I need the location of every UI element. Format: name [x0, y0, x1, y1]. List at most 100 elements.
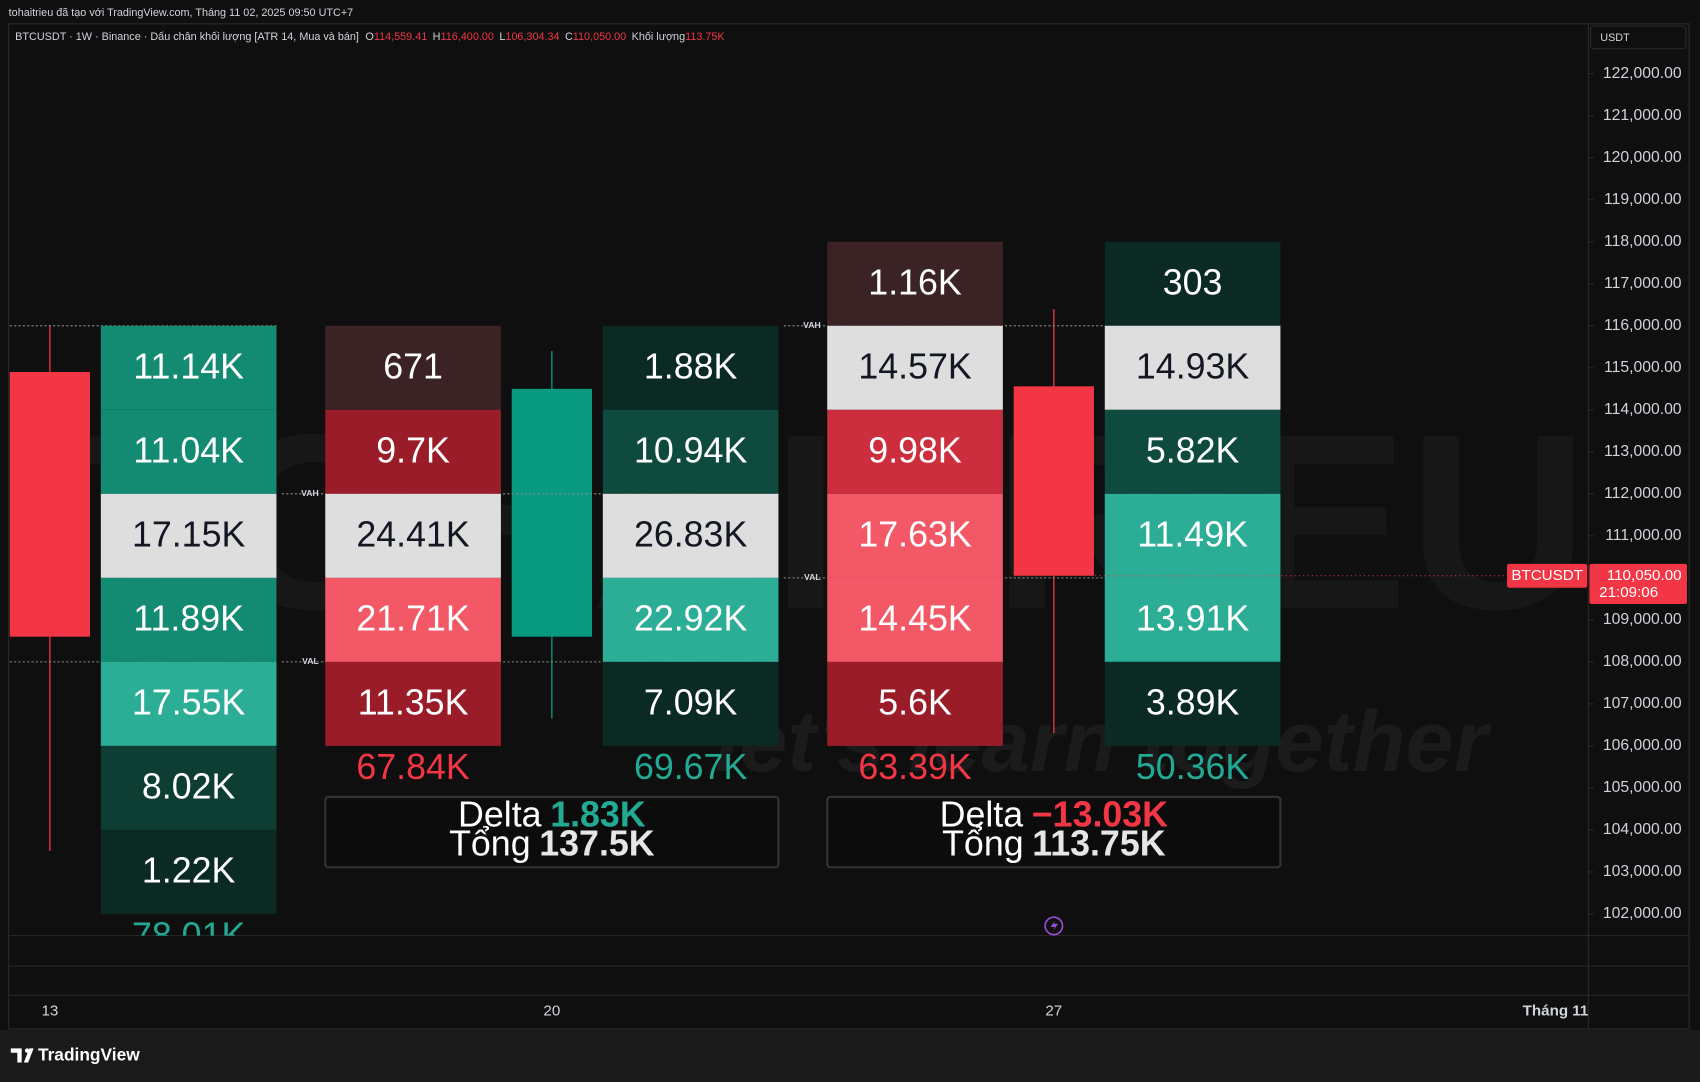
legend-prefix: C	[565, 31, 573, 43]
footprint-cell	[1104, 577, 1281, 662]
candle-body	[511, 388, 592, 637]
sum-line: Tổng 137.5K	[449, 824, 655, 864]
delta-box	[324, 795, 780, 869]
currency-button[interactable]	[1589, 25, 1687, 50]
footprint-cell	[602, 577, 779, 662]
footprint-value: 21.71K	[356, 598, 470, 638]
y-tick-label: 106,000.00	[1603, 737, 1682, 754]
vah-label: VAH	[301, 488, 319, 498]
legend-value: 116,400.00	[441, 31, 494, 43]
footprint-cell	[1104, 325, 1281, 410]
y-tick-label: 105,000.00	[1603, 779, 1682, 796]
plot: TOHAITRIEU let's learn together VAHVAL11…	[8, 241, 1492, 955]
candle-body	[9, 372, 90, 637]
footprint-value: 24.41K	[356, 514, 470, 554]
footprint-value: 14.93K	[1136, 346, 1250, 386]
footprint-value: 5.82K	[1146, 430, 1240, 470]
footprint-value: 14.57K	[858, 346, 972, 386]
delta-line: Delta 1.83K	[458, 795, 646, 835]
footprint-total: 69.67K	[634, 747, 748, 787]
x-tick-label: 13	[41, 1003, 58, 1020]
footprint-cell	[100, 409, 277, 494]
delta-value: 1.83K	[550, 795, 646, 835]
y-tick-label: 120,000.00	[1603, 149, 1682, 166]
footer	[0, 1029, 1700, 1082]
y-tick-label: 103,000.00	[1603, 863, 1682, 880]
legend-prefix: L	[499, 31, 505, 43]
chart-border	[8, 23, 1690, 1030]
footprint-cell	[827, 577, 1003, 662]
delta-text: Delta	[458, 795, 542, 835]
legend: BTCUSDT · 1W · Binance · Dấu chân khối l…	[15, 31, 725, 43]
delta-box	[826, 795, 1282, 869]
footprint-cell	[602, 409, 779, 494]
y-tick-label: 112,000.00	[1604, 485, 1682, 502]
delta-text: Delta	[940, 795, 1024, 835]
y-tick-label: 122,000.00	[1603, 65, 1682, 82]
sum-line: Tổng 113.75K	[942, 824, 1166, 864]
footprint-cell	[100, 325, 277, 410]
y-tick-label: 116,000.00	[1604, 317, 1682, 334]
logo-dot	[24, 1048, 30, 1053]
footprint-cell	[827, 325, 1003, 410]
footprint-value: 1.16K	[868, 262, 962, 302]
footprint-value: 13.91K	[1136, 598, 1250, 638]
x-tick-label: 20	[543, 1003, 560, 1020]
footprint-cell	[100, 493, 277, 578]
footprint-cell	[1104, 661, 1281, 746]
footprint-cell	[602, 493, 779, 578]
legend-prefix: H	[433, 31, 441, 43]
event-icon-bolt	[1050, 920, 1059, 932]
footprint-cell	[827, 493, 1003, 578]
footprint-cell	[325, 325, 501, 410]
val-label: VAL	[302, 656, 319, 666]
sum-value: 137.5K	[539, 824, 655, 864]
footprint-cell	[325, 661, 501, 746]
footprint-value: 17.63K	[858, 514, 972, 554]
footprint-cell	[100, 577, 277, 662]
footprint-cell	[325, 493, 501, 578]
y-tick-label: 111,000.00	[1605, 527, 1682, 544]
footprint-value: 26.83K	[634, 514, 748, 554]
delta-value: −13.03K	[1032, 795, 1168, 835]
footprint-cell	[325, 577, 501, 662]
y-tick-label: 118,000.00	[1604, 233, 1682, 250]
symbol-tag-label: BTCUSDT	[1511, 567, 1583, 584]
y-tick-label: 104,000.00	[1603, 821, 1682, 838]
sum-value: 113.75K	[1032, 824, 1165, 864]
event-icon[interactable]	[1044, 916, 1064, 936]
footer-brand: TradingView	[38, 1045, 140, 1065]
y-tick-label: 114,000.00	[1604, 401, 1682, 418]
footprint-value: 11.04K	[133, 430, 244, 470]
footprint-value: 5.6K	[878, 682, 952, 722]
footprint-cell	[827, 241, 1003, 326]
val-label: VAL	[804, 572, 821, 582]
y-tick-label: 109,000.00	[1603, 611, 1682, 628]
x-tick-label: Tháng 11	[1523, 1003, 1589, 1020]
sum-text: Tổng	[942, 824, 1024, 864]
sum-text: Tổng	[449, 824, 531, 864]
footprint-value: 8.02K	[142, 766, 236, 806]
y-tick-label: 108,000.00	[1603, 653, 1682, 670]
symbol-line: BTCUSDT · 1W · Binance · Dấu chân khối l…	[15, 31, 359, 43]
y-tick-label: 107,000.00	[1603, 695, 1682, 712]
y-tick-label: 113,000.00	[1604, 443, 1682, 460]
footprint-value: 17.15K	[132, 514, 246, 554]
legend-value: 110,050.00	[573, 31, 626, 43]
footprint-value: 22.92K	[634, 598, 748, 638]
countdown: 21:09:06	[1599, 584, 1658, 601]
footprint-cell	[602, 325, 779, 410]
candle-body	[1013, 386, 1094, 576]
footprint-cell	[827, 409, 1003, 494]
vah-label: VAH	[803, 320, 821, 330]
footprint-value: 9.98K	[868, 430, 962, 470]
footprint-value: 11.89K	[133, 598, 244, 638]
footprint-total: 78.01K	[132, 915, 246, 955]
footprint-cell	[100, 745, 277, 830]
footprint-value: 10.94K	[634, 430, 748, 470]
delta-line: Delta −13.03K	[940, 795, 1169, 835]
legend-prefix: Khối lượng	[632, 31, 685, 43]
footprint-value: 11.14K	[133, 346, 244, 386]
footprint-value: 14.45K	[858, 598, 972, 638]
footprint-value: 7.09K	[644, 682, 738, 722]
